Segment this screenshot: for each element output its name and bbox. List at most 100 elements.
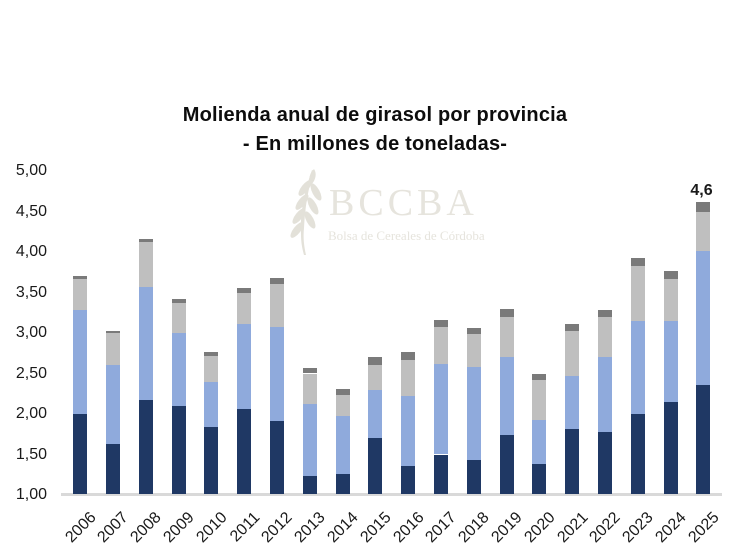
x-tick-label: 2018 bbox=[455, 509, 493, 547]
bar-segment bbox=[401, 352, 416, 360]
x-tick-label: 2017 bbox=[422, 509, 461, 547]
bar-segment bbox=[499, 316, 514, 358]
bar-segment bbox=[73, 278, 88, 311]
bar-segment bbox=[335, 388, 350, 395]
chart-title-line1: Molienda anual de girasol por provincia bbox=[182, 104, 568, 126]
bar-segment bbox=[630, 265, 645, 321]
bar-segment bbox=[138, 242, 153, 287]
x-tick-label: 2011 bbox=[226, 509, 264, 546]
bar-segment bbox=[499, 308, 514, 317]
bar-segment bbox=[368, 364, 383, 390]
bar-segment bbox=[466, 460, 481, 494]
bar-segment bbox=[663, 401, 678, 494]
y-tick-label: 2,00 bbox=[15, 405, 47, 422]
x-axis-line bbox=[61, 493, 722, 496]
bar-segment bbox=[335, 394, 350, 416]
bar-segment bbox=[598, 316, 613, 358]
x-tick-label: 2007 bbox=[94, 509, 132, 547]
bar-segment bbox=[138, 286, 153, 401]
bar-value-label: 4,6 bbox=[690, 181, 713, 199]
bar-segment bbox=[138, 400, 153, 494]
bar-segment bbox=[696, 212, 711, 252]
bar-segment bbox=[466, 367, 481, 461]
x-tick-label: 2020 bbox=[521, 509, 559, 547]
bar-segment bbox=[237, 324, 252, 410]
bar-segment bbox=[630, 320, 645, 414]
x-tick-label: 2021 bbox=[554, 509, 592, 547]
bar-segment bbox=[269, 283, 284, 328]
bar-segment bbox=[237, 288, 252, 294]
bar-segment bbox=[434, 327, 448, 364]
bar-segment bbox=[532, 379, 547, 421]
x-tick-label: 2013 bbox=[291, 509, 329, 547]
bar-segment bbox=[499, 435, 514, 494]
bar-segment bbox=[696, 251, 711, 385]
bar-segment bbox=[565, 331, 580, 376]
bar-segment bbox=[73, 310, 88, 414]
bar-segment bbox=[204, 355, 219, 383]
bar-segment bbox=[434, 320, 448, 328]
y-tick-label: 1,00 bbox=[15, 486, 47, 503]
bar-segment bbox=[663, 278, 678, 321]
chart-title-line2: - En millones de toneladas- bbox=[242, 133, 508, 155]
bar-segment bbox=[598, 310, 613, 317]
watermark-acronym: BCCBA bbox=[329, 182, 478, 224]
bar-segment bbox=[565, 428, 580, 494]
bar-segment bbox=[105, 443, 120, 494]
bar-segment bbox=[138, 239, 153, 243]
bar-segment bbox=[335, 473, 350, 494]
x-tick-label: 2023 bbox=[619, 509, 657, 547]
y-tick-label: 4,00 bbox=[15, 243, 47, 260]
bar-segment bbox=[335, 415, 350, 474]
bar-segment bbox=[171, 333, 186, 406]
y-tick-label: 5,00 bbox=[15, 162, 47, 179]
bar-segment bbox=[105, 333, 120, 366]
bar-segment bbox=[171, 298, 186, 304]
bar-segment bbox=[302, 404, 317, 477]
x-tick-label: 2014 bbox=[324, 509, 362, 547]
bar-segment bbox=[401, 396, 416, 466]
bar-segment bbox=[302, 367, 317, 374]
bar-segment bbox=[73, 414, 88, 494]
bar-segment bbox=[105, 330, 120, 333]
bar-segment bbox=[302, 476, 317, 494]
bar-segment bbox=[269, 421, 284, 494]
y-tick-label: 1,50 bbox=[15, 445, 47, 463]
bar-segment bbox=[696, 384, 711, 494]
bar-segment bbox=[171, 405, 186, 494]
bar-segment bbox=[598, 357, 613, 432]
x-tick-label: 2024 bbox=[652, 509, 690, 547]
x-tick-label: 2006 bbox=[61, 509, 100, 547]
bar-segment bbox=[466, 333, 481, 367]
bar-segment bbox=[237, 409, 252, 494]
bar-segment bbox=[73, 276, 88, 279]
bar-segment bbox=[269, 277, 284, 284]
bar-segment bbox=[401, 359, 416, 397]
x-tick-label: 2008 bbox=[127, 509, 165, 547]
x-tick-label: 2025 bbox=[685, 509, 723, 547]
bar-segment bbox=[532, 420, 547, 465]
chart-title: Molienda anual de girasol por provincia … bbox=[0, 101, 750, 159]
x-tick-label: 2015 bbox=[357, 509, 395, 547]
bar-segment bbox=[368, 357, 383, 365]
bar-segment bbox=[105, 365, 120, 444]
wheat-sprig-icon bbox=[290, 169, 322, 255]
watermark: BCCBA Bolsa de Cereales de Córdoba bbox=[288, 166, 488, 256]
bar-segment bbox=[302, 373, 317, 405]
x-tick-label: 2009 bbox=[160, 509, 198, 547]
bar-segment bbox=[532, 373, 547, 380]
bar-segment bbox=[434, 454, 448, 494]
bar-segment bbox=[532, 464, 547, 494]
bar-segment bbox=[204, 352, 219, 356]
bar-segment bbox=[368, 438, 383, 494]
x-tick-label: 2019 bbox=[488, 509, 526, 547]
bar-segment bbox=[368, 389, 383, 439]
bar-segment bbox=[237, 293, 252, 325]
x-tick-label: 2016 bbox=[390, 509, 428, 547]
bar-segment bbox=[630, 414, 645, 494]
y-tick-label: 4,50 bbox=[15, 202, 47, 220]
bar-segment bbox=[466, 328, 481, 334]
bar-segment bbox=[630, 257, 645, 266]
y-tick-label: 3,50 bbox=[15, 283, 47, 301]
